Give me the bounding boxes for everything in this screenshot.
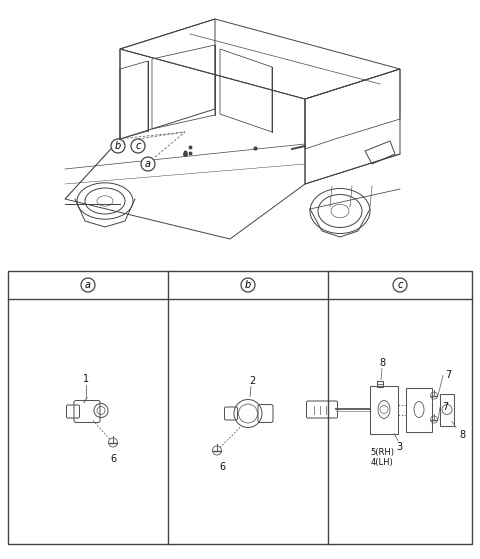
Bar — [370, 386, 398, 433]
Text: 6: 6 — [219, 462, 225, 471]
Text: 4(LH): 4(LH) — [371, 457, 394, 467]
Text: 8: 8 — [459, 429, 465, 439]
Bar — [440, 394, 454, 425]
Bar — [406, 387, 432, 432]
Circle shape — [111, 139, 125, 153]
Text: 7: 7 — [442, 402, 448, 413]
Text: a: a — [145, 159, 151, 169]
Text: 3: 3 — [396, 442, 402, 452]
Text: c: c — [397, 280, 403, 290]
Circle shape — [81, 278, 95, 292]
Text: 6: 6 — [110, 453, 116, 463]
Text: c: c — [135, 141, 141, 151]
Text: b: b — [245, 280, 251, 290]
Text: 5(RH): 5(RH) — [370, 448, 394, 457]
Text: b: b — [115, 141, 121, 151]
Circle shape — [141, 157, 155, 171]
Circle shape — [131, 139, 145, 153]
Circle shape — [241, 278, 255, 292]
Text: 8: 8 — [379, 358, 385, 367]
Text: 2: 2 — [249, 376, 255, 386]
Text: 7: 7 — [445, 371, 451, 381]
Text: a: a — [85, 280, 91, 290]
Text: 1: 1 — [83, 373, 89, 383]
Bar — [8, 271, 472, 544]
Circle shape — [393, 278, 407, 292]
